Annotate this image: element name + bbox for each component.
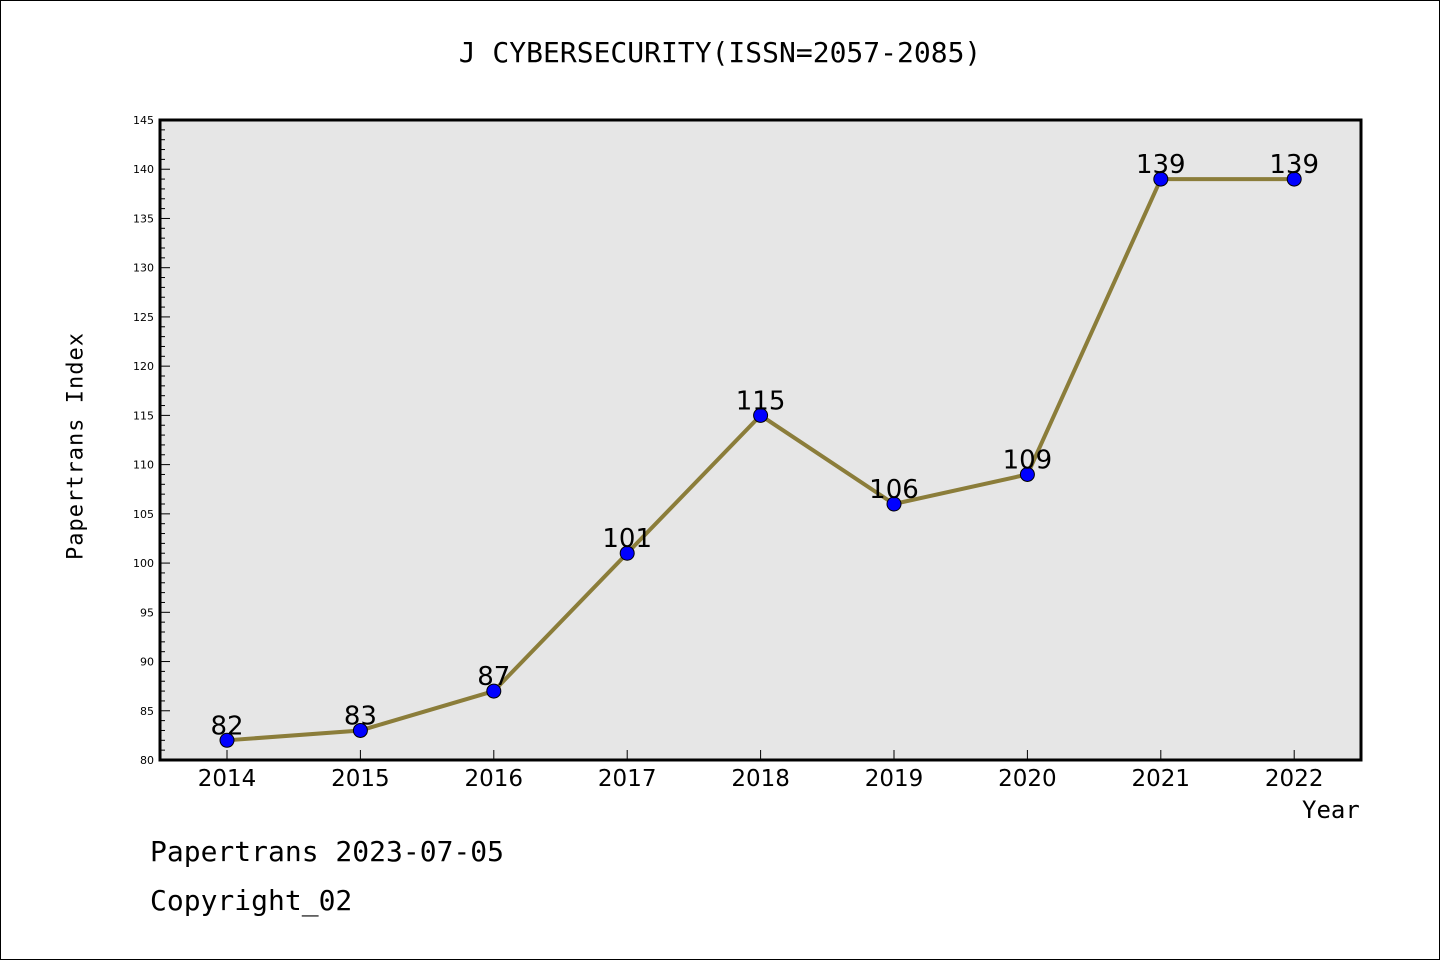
- plot-border: [158, 118, 1363, 762]
- data-label: 106: [869, 475, 919, 505]
- y-tick-label: 120: [133, 360, 154, 373]
- footer-copyright: Copyright_02: [150, 884, 353, 917]
- data-point: [486, 683, 502, 699]
- footer-date: Papertrans 2023-07-05: [150, 835, 505, 868]
- data-label: 109: [1003, 445, 1053, 475]
- y-tick-label: 140: [133, 163, 154, 176]
- x-tick-label: 2019: [865, 766, 924, 792]
- data-point: [352, 722, 368, 738]
- data-label: 139: [1136, 150, 1186, 180]
- y-tick-label: 135: [133, 212, 154, 225]
- y-tick-label: 130: [133, 262, 154, 275]
- data-point: [1286, 171, 1302, 187]
- data-point: [886, 496, 902, 512]
- y-tick-label: 115: [133, 409, 154, 422]
- data-label: 83: [344, 701, 377, 731]
- x-tick-label: 2022: [1265, 766, 1324, 792]
- x-tick-label: 2014: [198, 766, 257, 792]
- y-tick-label: 85: [140, 705, 154, 718]
- data-point: [1153, 171, 1169, 187]
- data-label: 115: [736, 386, 786, 416]
- y-tick-label: 95: [140, 606, 154, 619]
- y-tick-label: 80: [140, 754, 154, 767]
- data-point: [753, 407, 769, 423]
- x-tick-label: 2021: [1132, 766, 1191, 792]
- x-tick-label: 2015: [331, 766, 390, 792]
- x-tick-label: 2016: [465, 766, 524, 792]
- data-label: 101: [602, 524, 652, 554]
- chart-title: J CYBERSECURITY(ISSN=2057-2085): [458, 36, 982, 69]
- plot-area: [160, 120, 1361, 760]
- data-point: [219, 732, 235, 748]
- y-tick-label: 100: [133, 557, 154, 570]
- x-tick-label: 2020: [998, 766, 1057, 792]
- data-point: [1019, 466, 1035, 482]
- x-tick-label: 2017: [598, 766, 657, 792]
- y-tick-label: 125: [133, 311, 154, 324]
- y-tick-label: 110: [133, 459, 154, 472]
- data-label: 139: [1269, 150, 1319, 180]
- x-tick-label: 2018: [731, 766, 790, 792]
- y-tick-label: 145: [133, 114, 154, 127]
- x-axis-label: Year: [1302, 796, 1360, 824]
- data-label: 82: [210, 711, 243, 741]
- data-label: 87: [477, 662, 510, 692]
- y-tick-label: 90: [140, 656, 154, 669]
- data-point: [619, 545, 635, 561]
- y-tick-label: 105: [133, 508, 154, 521]
